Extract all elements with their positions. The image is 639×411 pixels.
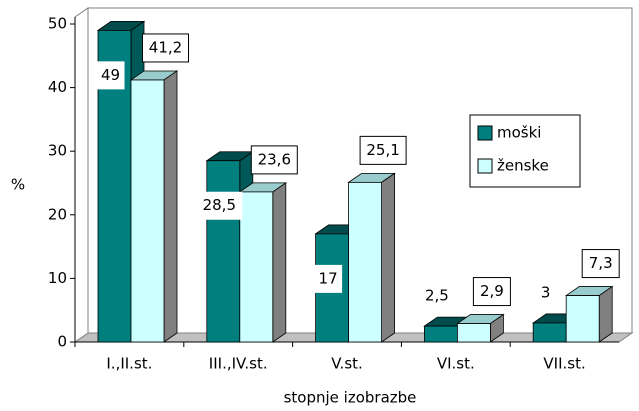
bar bbox=[348, 181, 383, 343]
data-label: 49 bbox=[101, 66, 120, 84]
x-tick-label: VII.st. bbox=[543, 355, 585, 373]
bar-side bbox=[381, 172, 396, 343]
data-label: 41,2 bbox=[149, 38, 182, 56]
bar bbox=[423, 325, 458, 343]
legend-label: moški bbox=[497, 124, 541, 142]
data-label: 23,6 bbox=[258, 150, 291, 168]
bar bbox=[532, 322, 567, 343]
y-tick-label: 40 bbox=[48, 78, 67, 96]
data-label: 2,5 bbox=[425, 287, 449, 305]
x-tick-label: VI.st. bbox=[437, 355, 475, 373]
data-label: 7,3 bbox=[589, 254, 613, 272]
x-axis-label: stopnje izobrazbe bbox=[284, 389, 417, 407]
bar bbox=[206, 160, 241, 343]
data-label: 17 bbox=[319, 269, 338, 287]
x-tick-label: V.st. bbox=[331, 355, 363, 373]
label-box bbox=[142, 33, 189, 63]
legend-swatch bbox=[477, 125, 493, 141]
side-wall bbox=[74, 7, 89, 343]
x-tick-label: III.,IV.st. bbox=[209, 355, 268, 373]
label-box bbox=[96, 61, 125, 90]
bar bbox=[130, 79, 165, 343]
data-label: 28,5 bbox=[203, 196, 236, 214]
y-axis-label: % bbox=[11, 176, 25, 194]
bar-side bbox=[598, 285, 613, 343]
y-tick-label: 20 bbox=[48, 205, 67, 223]
data-label: 25,1 bbox=[366, 141, 399, 159]
y-tick-label: 0 bbox=[57, 333, 67, 351]
data-label: 3 bbox=[541, 283, 551, 301]
bar-side bbox=[272, 182, 287, 343]
bar-side bbox=[163, 70, 178, 343]
bar bbox=[565, 295, 600, 343]
bar bbox=[239, 191, 274, 343]
y-tick-label: 10 bbox=[48, 269, 67, 287]
legend-label: ženske bbox=[497, 157, 549, 175]
label-box bbox=[314, 264, 343, 293]
label-box bbox=[250, 145, 298, 175]
label-box bbox=[472, 277, 511, 307]
label-box bbox=[196, 191, 243, 220]
legend-swatch bbox=[477, 158, 493, 174]
bar bbox=[456, 323, 491, 343]
label-box bbox=[581, 249, 620, 279]
x-tick-label: I.,II.st. bbox=[106, 355, 152, 373]
label-box bbox=[359, 135, 407, 165]
data-label: 2,9 bbox=[480, 282, 504, 300]
y-tick-label: 50 bbox=[48, 15, 67, 33]
y-tick-label: 30 bbox=[48, 142, 67, 160]
